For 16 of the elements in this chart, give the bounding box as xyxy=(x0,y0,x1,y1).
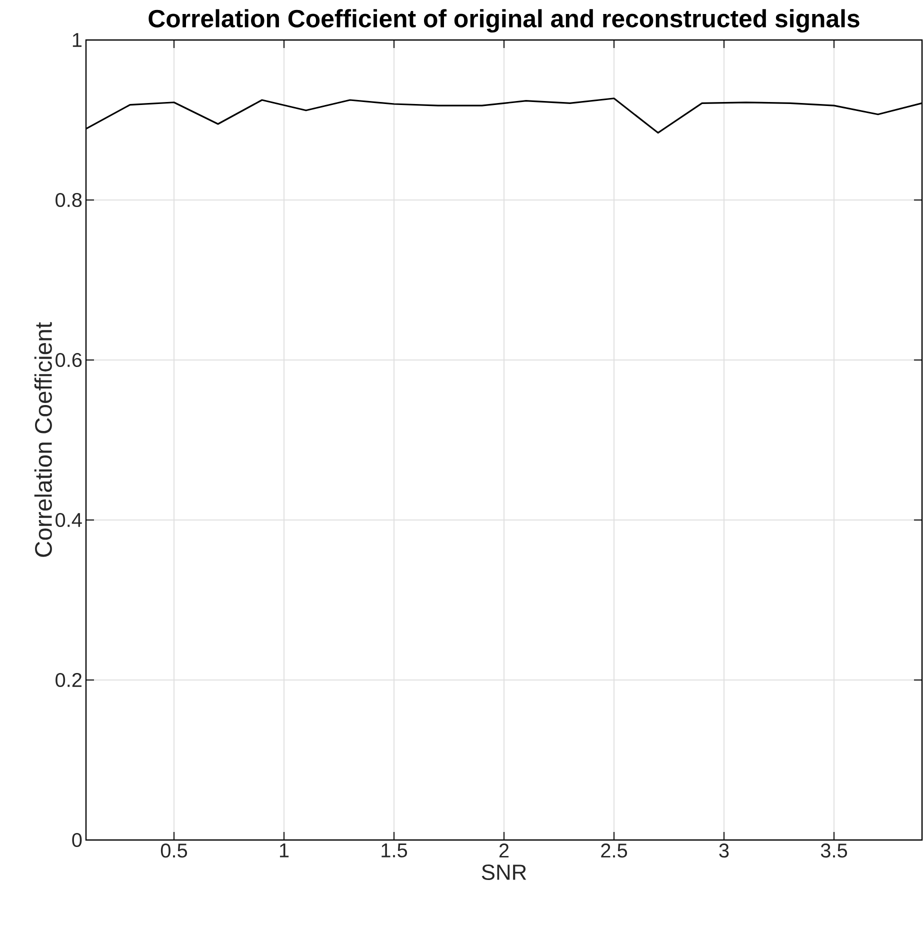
x-tick-label: 1 xyxy=(280,844,289,858)
y-axis-title: Correlation Coefficient xyxy=(34,322,52,557)
y-tick-label: 0 xyxy=(72,832,82,848)
x-tick-label: 2.5 xyxy=(601,844,628,858)
x-axis-title: SNR xyxy=(482,864,526,880)
x-tick-label: 2 xyxy=(499,844,509,858)
x-tick-label: 0.5 xyxy=(160,844,188,858)
y-tick-label: 1 xyxy=(72,33,82,47)
y-tick-label: 0.6 xyxy=(56,352,82,368)
chart-title: Correlation Coefficient of original and reconstructed signals xyxy=(148,9,860,32)
x-tick-label: 1.5 xyxy=(382,844,408,858)
y-tick-label: 0.4 xyxy=(56,512,82,528)
y-tick-label: 0.8 xyxy=(56,192,82,208)
y-tick-label: 0.2 xyxy=(56,672,82,688)
x-tick-label: 3 xyxy=(719,844,729,858)
x-tick-label: 3.5 xyxy=(820,844,848,858)
